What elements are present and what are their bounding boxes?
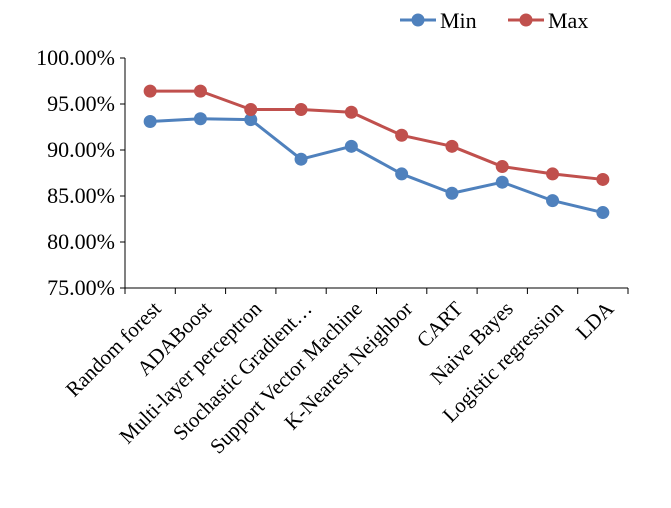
y-axis-ticks: 75.00% 80.00% 85.00% 90.00% 95.00% 100.00% — [36, 45, 125, 300]
data-point-min — [143, 114, 157, 128]
data-point-max — [596, 172, 610, 186]
chart-legend: Min Max — [400, 8, 588, 33]
y-tick-label: 85.00% — [47, 183, 115, 208]
data-point-max — [445, 139, 459, 153]
data-point-min — [193, 112, 207, 126]
legend-marker-min — [411, 13, 425, 27]
legend-marker-max — [519, 13, 533, 27]
data-point-min — [445, 186, 459, 200]
data-point-min — [395, 167, 409, 181]
legend-item-min: Min — [400, 8, 477, 33]
y-tick-label: 75.00% — [47, 275, 115, 300]
data-point-max — [294, 103, 308, 117]
legend-label-min: Min — [440, 8, 477, 33]
series-min — [143, 112, 610, 220]
data-point-max — [193, 84, 207, 98]
legend-item-max: Max — [508, 8, 588, 33]
y-tick-label: 95.00% — [47, 91, 115, 116]
series-line-max — [150, 89, 604, 181]
data-point-max — [244, 103, 258, 117]
y-tick-label: 90.00% — [47, 137, 115, 162]
y-tick-label: 80.00% — [47, 229, 115, 254]
data-point-max — [395, 128, 409, 142]
legend-label-max: Max — [548, 8, 588, 33]
data-point-min — [495, 175, 509, 189]
data-point-min — [294, 152, 308, 166]
data-point-max — [143, 84, 157, 98]
data-point-max — [344, 105, 358, 119]
data-point-max — [495, 160, 509, 174]
chart-series — [143, 84, 610, 220]
series-max — [143, 84, 610, 186]
data-point-min — [546, 194, 560, 208]
series-line-min — [150, 117, 604, 215]
x-tick-label: LDA — [571, 296, 619, 344]
data-point-min — [596, 206, 610, 220]
data-point-max — [546, 167, 560, 181]
data-point-min — [344, 139, 358, 153]
y-tick-label: 100.00% — [36, 45, 115, 70]
data-point-min — [244, 113, 258, 127]
